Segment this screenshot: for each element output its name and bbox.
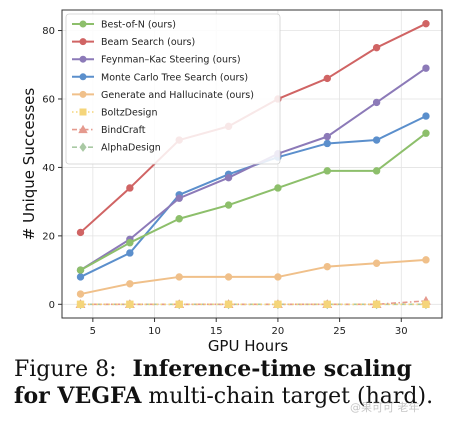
data-point xyxy=(323,139,331,148)
data-point xyxy=(372,259,381,267)
plot-area-frame xyxy=(61,9,443,319)
series-boltzdesign xyxy=(76,300,430,309)
data-point xyxy=(422,300,430,309)
y-axis-label: # Unique Successes xyxy=(20,88,38,241)
data-point xyxy=(274,273,282,281)
series-line xyxy=(79,67,427,271)
x-tick-label: 15 xyxy=(210,326,223,337)
data-point xyxy=(323,300,331,309)
data-point xyxy=(224,201,233,209)
legend-swatch-marker xyxy=(79,55,87,63)
x-tick-label: 25 xyxy=(333,326,346,337)
legend-swatch-marker xyxy=(78,124,88,134)
legend-swatch-marker xyxy=(79,20,87,28)
data-point xyxy=(175,215,183,223)
legend-entry-label: Best-of-N (ours) xyxy=(101,20,176,31)
data-point xyxy=(126,184,134,192)
legend-swatch-marker xyxy=(79,73,87,81)
data-point xyxy=(126,239,134,247)
data-point xyxy=(274,300,282,309)
data-point xyxy=(76,266,85,274)
y-tick-label: 20 xyxy=(42,231,55,242)
series-generate-and-hallucinate-ours xyxy=(76,256,430,298)
data-point xyxy=(274,184,282,192)
y-ticks: 0 20 40 60 80 xyxy=(42,26,62,311)
data-point xyxy=(76,300,85,309)
data-point xyxy=(372,300,381,309)
legend-swatch-marker xyxy=(79,38,87,46)
legend-swatch-marker xyxy=(79,90,87,98)
x-tick-label: 20 xyxy=(272,326,285,337)
legend-entry-label: BoltzDesign xyxy=(101,108,157,119)
y-tick-label: 80 xyxy=(42,26,55,37)
y-tick-label: 60 xyxy=(42,94,55,105)
y-tick-label: 0 xyxy=(49,300,55,311)
data-point xyxy=(323,262,331,271)
x-axis-label: GPU Hours xyxy=(208,337,289,355)
data-point xyxy=(76,228,85,237)
caption-prefix: Figure 8: xyxy=(14,357,117,382)
legend-swatch-marker xyxy=(79,108,87,116)
watermark: @果可可 老年 xyxy=(350,401,420,414)
data-point xyxy=(422,64,430,72)
caption-bold: Inference-time scaling for VEGFA xyxy=(14,356,412,409)
data-point xyxy=(175,300,183,309)
data-point xyxy=(224,273,233,281)
data-point xyxy=(76,273,85,281)
legend-entry-label: Monte Carlo Tree Search (ours) xyxy=(101,72,248,83)
legend-box xyxy=(65,13,281,165)
data-point xyxy=(372,167,381,175)
legend: Best-of-N (ours) Beam Search (ours) Feynma… xyxy=(65,13,281,165)
x-tick-label: 30 xyxy=(395,326,408,337)
data-point xyxy=(224,300,233,309)
legend-entry-label: Feynman–Kac Steering (ours) xyxy=(101,55,241,66)
legend-entry-label: Beam Search (ours) xyxy=(101,37,195,48)
data-point xyxy=(126,249,134,257)
x-tick-label: 10 xyxy=(148,326,161,337)
data-point xyxy=(126,280,134,288)
data-point xyxy=(422,112,430,120)
caption-rest: multi-chain target (hard). xyxy=(148,384,434,409)
series-group xyxy=(75,19,431,310)
series-line xyxy=(80,258,427,296)
data-point xyxy=(372,136,381,144)
data-point xyxy=(175,194,183,202)
legend-entry-label: BindCraft xyxy=(101,125,146,136)
legend-entry-label: Generate and Hallucinate (ours) xyxy=(101,90,254,101)
x-tick-label: 5 xyxy=(90,326,96,337)
data-point xyxy=(422,256,430,264)
data-point xyxy=(372,98,381,107)
data-point xyxy=(126,300,134,309)
data-point xyxy=(323,167,331,175)
data-point xyxy=(422,19,430,28)
x-ticks: 5 10 15 20 25 30 xyxy=(90,318,408,337)
series-line xyxy=(80,132,427,271)
legend-swatch-marker xyxy=(79,142,87,152)
data-point xyxy=(323,74,331,83)
data-point xyxy=(224,173,233,182)
data-point xyxy=(323,132,331,141)
figure-caption: Figure 8: Inference-time scaling for VEGF… xyxy=(14,356,444,410)
data-point xyxy=(372,43,381,52)
data-point xyxy=(175,273,183,281)
legend-entry-label: AlphaDesign xyxy=(101,143,161,154)
series-best-of-n-ours xyxy=(76,129,430,274)
data-point xyxy=(76,290,85,298)
y-tick-label: 40 xyxy=(42,163,55,174)
data-point xyxy=(422,129,430,137)
